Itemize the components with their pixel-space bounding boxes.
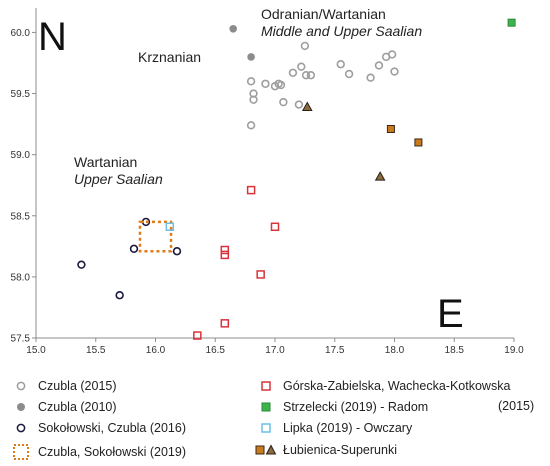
data-point xyxy=(249,95,258,104)
data-point xyxy=(229,24,237,33)
legend-item-lubienica: Łubienica-Superunki xyxy=(255,442,397,458)
x-tick-label: 15.0 xyxy=(26,345,46,356)
data-point xyxy=(270,222,280,232)
legend-item-lipka: Lipka (2019) - Owczary xyxy=(255,420,412,436)
legend-year-suffix: (2015) xyxy=(498,399,535,413)
data-point xyxy=(172,247,182,256)
data-point xyxy=(300,41,310,51)
data-point xyxy=(220,250,230,260)
x-tick-label: 17.0 xyxy=(265,345,285,356)
odranian-title: Odranian/Wartanian xyxy=(261,6,386,22)
krznanian-label: Krznanian xyxy=(138,49,201,65)
open-square-blue-icon xyxy=(261,423,271,433)
east-label: E xyxy=(437,292,464,336)
legend-label: Czubla, Sokołowski (2019) xyxy=(38,445,186,459)
legend-label: Strzelecki (2019) - Radom xyxy=(283,400,429,414)
data-point xyxy=(256,270,265,279)
data-point xyxy=(77,260,86,269)
data-point xyxy=(193,331,202,340)
legend-item-strzelecki: Strzelecki (2019) - Radom xyxy=(255,399,428,415)
legend-item-czubla-2010: Czubla (2010) xyxy=(10,399,117,415)
north-label: N xyxy=(38,15,67,59)
data-point xyxy=(165,222,175,232)
legend-label: Czubla (2015) xyxy=(38,379,117,393)
data-point xyxy=(115,291,124,300)
x-tick-label: 16.5 xyxy=(206,345,226,356)
data-marks xyxy=(77,18,516,340)
y-tick-label: 58.0 xyxy=(11,272,31,283)
data-point xyxy=(507,18,516,27)
data-point xyxy=(366,73,375,82)
data-point xyxy=(306,71,316,80)
data-point xyxy=(247,53,255,61)
legend-label: Łubienica-Superunki xyxy=(283,443,397,457)
wartanian-subtitle: Upper Saalian xyxy=(74,171,163,187)
filled-circle-gray-icon xyxy=(17,403,25,411)
data-point xyxy=(301,101,313,111)
open-circle-gray-icon xyxy=(16,381,26,391)
legend-label: Sokołowski, Czubla (2016) xyxy=(38,421,186,435)
data-point xyxy=(374,61,384,70)
data-point xyxy=(344,69,354,79)
data-point xyxy=(301,71,311,80)
legend-item-czubla-sokolowski-2019: Czubla, Sokołowski (2019) xyxy=(10,442,186,462)
data-point xyxy=(387,50,397,59)
square-triangle-brown-icon xyxy=(255,444,277,455)
y-tick-label: 59.5 xyxy=(11,89,31,100)
dashed-square-orange-icon xyxy=(13,444,29,460)
filled-square-green-icon xyxy=(261,402,271,412)
data-point xyxy=(414,138,423,147)
data-point xyxy=(220,319,230,328)
legend-item-sokolowski-czubla-2016: Sokołowski, Czubla (2016) xyxy=(10,420,186,436)
legend-item-czubla-2015: Czubla (2015) xyxy=(10,378,117,394)
data-point xyxy=(246,77,256,86)
legend: Czubla (2015) Czubla (2010) Sokołowski, … xyxy=(0,372,550,466)
legend-label: Lipka (2019) - Owczary xyxy=(283,421,413,435)
data-point xyxy=(386,125,395,133)
data-point xyxy=(288,68,298,77)
data-point xyxy=(246,185,256,195)
x-tick-label: 16.0 xyxy=(146,345,166,356)
x-tick-label: 17.5 xyxy=(325,345,345,356)
odranian-subtitle: Middle and Upper Saalian xyxy=(261,23,422,39)
x-tick-label: 18.5 xyxy=(445,345,465,356)
axes: 15.0 15.5 16.0 16.5 17.0 17.5 18.0 18.5 19.0 57.5… xyxy=(11,8,524,356)
data-point xyxy=(220,245,230,255)
legend-label: Górska-Zabielska, Wachecka-Kotkowska xyxy=(283,379,511,393)
data-point xyxy=(336,60,345,69)
x-tick-label: 15.5 xyxy=(86,345,106,356)
y-tick-label: 59.0 xyxy=(11,150,31,161)
open-square-red-icon xyxy=(261,381,271,391)
legend-item-gorska-zabielska: Górska-Zabielska, Wachecka-Kotkowska xyxy=(255,378,510,394)
data-point xyxy=(374,171,386,181)
wartanian-title: Wartanian xyxy=(74,154,137,170)
y-tick-label: 60.0 xyxy=(11,28,31,39)
y-tick-label: 57.5 xyxy=(11,334,31,345)
data-point xyxy=(276,80,286,90)
data-point xyxy=(129,244,139,253)
scatter-plot: 15.0 15.5 16.0 16.5 17.0 17.5 18.0 18.5 19.0 57.5… xyxy=(11,6,525,356)
data-point xyxy=(390,67,399,76)
data-point xyxy=(261,79,270,88)
open-circle-navy-icon xyxy=(16,423,26,433)
data-point xyxy=(294,100,304,109)
data-point xyxy=(297,62,306,71)
y-tick-label: 58.5 xyxy=(11,211,31,222)
data-point xyxy=(279,97,288,107)
x-tick-label: 18.0 xyxy=(385,345,405,356)
legend-label: Czubla (2010) xyxy=(38,400,117,414)
x-tick-label: 19.0 xyxy=(504,345,524,356)
data-point xyxy=(246,121,256,130)
